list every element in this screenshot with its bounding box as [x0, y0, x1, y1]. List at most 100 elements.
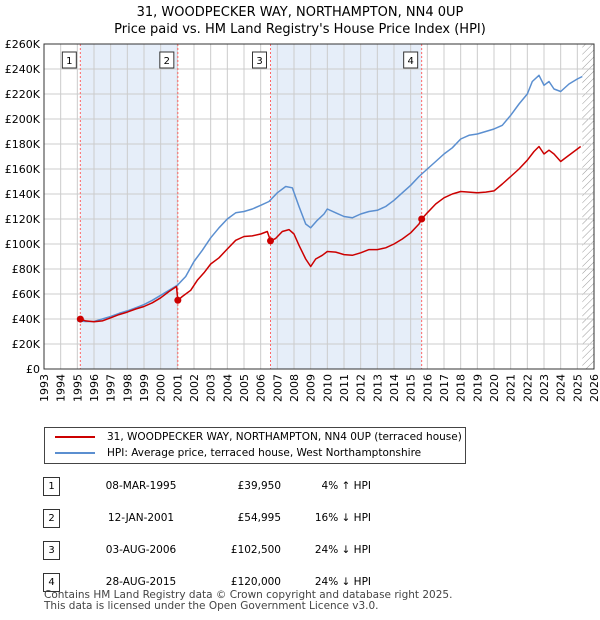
- x-tick-label: 2016: [421, 374, 434, 402]
- x-tick-label: 2002: [188, 374, 201, 402]
- footer-line2: This data is licensed under the Open Gov…: [44, 600, 379, 612]
- x-tick-label: 2001: [171, 374, 184, 402]
- price-chart: 1 2 3 4 £0 £20K £40K £60K £80K £100K £120K £140K £16…: [5, 38, 600, 402]
- legend-label-hpi: HPI: Average price, terraced house, West…: [107, 447, 422, 459]
- price-paid-line: [80, 145, 582, 323]
- ownership-shade: [270, 44, 422, 369]
- sale-price: £120,000: [230, 576, 281, 588]
- x-tick-label: 1996: [88, 374, 101, 402]
- x-tick-label: 2022: [521, 374, 534, 402]
- forecast-hatch: [582, 44, 594, 369]
- legend-label-price: 31, WOODPECKER WAY, NORTHAMPTON, NN4 0UP…: [107, 431, 462, 443]
- hpi-line: [77, 74, 583, 323]
- sale-hpi-diff: 24% ↓ HPI: [314, 576, 371, 588]
- sales-row: 2 12-JAN-2001 £54,995 16% ↓ HPI: [40, 502, 371, 534]
- sales-table: 1 08-MAR-1995 £39,950 4% ↑ HPI 2 12-JAN-…: [40, 470, 371, 598]
- x-tick-label: 2015: [405, 374, 418, 402]
- x-tick-label: 1998: [121, 374, 134, 402]
- sale-number-badge: 3: [43, 540, 60, 560]
- sale-number-badge: 4: [43, 572, 60, 592]
- x-tick-label: 2017: [438, 374, 451, 402]
- y-tick-label: £120K: [5, 213, 41, 226]
- y-tick-label: £60K: [12, 288, 41, 301]
- legend-swatch-hpi: [55, 452, 95, 454]
- x-tick-label: 2026: [588, 374, 600, 402]
- sale-point: [174, 296, 182, 304]
- x-tick-label: 1993: [38, 374, 51, 402]
- x-tick-label: 1997: [105, 374, 118, 402]
- chart-title-line2: Price paid vs. HM Land Registry's House …: [114, 22, 486, 37]
- legend-item-price: 31, WOODPECKER WAY, NORTHAMPTON, NN4 0UP…: [55, 429, 462, 445]
- x-tick-label: 2025: [571, 374, 584, 402]
- x-tick-label: 2003: [205, 374, 218, 402]
- y-tick-label: £200K: [5, 113, 41, 126]
- sale-label: 3: [256, 56, 262, 67]
- sale-number-badge: 2: [43, 508, 60, 528]
- sale-hpi-diff: 16% ↓ HPI: [314, 512, 371, 524]
- legend: 31, WOODPECKER WAY, NORTHAMPTON, NN4 0UP…: [44, 427, 466, 464]
- x-tick-label: 2014: [388, 374, 401, 402]
- sale-date: 28-AUG-2015: [105, 576, 177, 588]
- ownership-shade: [80, 44, 178, 369]
- y-tick-label: £160K: [5, 163, 41, 176]
- x-tick-label: 1994: [55, 374, 68, 402]
- x-tick-label: 1999: [138, 374, 151, 402]
- x-tick-label: 2009: [305, 374, 318, 402]
- sale-label: 1: [66, 56, 72, 67]
- sales-row: 4 28-AUG-2015 £120,000 24% ↓ HPI: [40, 566, 371, 598]
- x-tick-label: 2010: [321, 374, 334, 402]
- sale-label-box: [252, 51, 267, 69]
- sale-label: 4: [407, 56, 413, 67]
- sale-label: 2: [164, 56, 170, 67]
- sale-label-box: [159, 51, 175, 69]
- y-tick-label: £240K: [5, 63, 41, 76]
- y-tick-label: £140K: [5, 188, 41, 201]
- x-tick-label: 2018: [455, 374, 468, 402]
- sale-number-badge: 1: [43, 476, 60, 496]
- x-tick-label: 2024: [555, 374, 568, 402]
- y-tick-label: £180K: [5, 138, 41, 151]
- y-tick-label: £20K: [12, 338, 41, 351]
- x-tick-label: 2000: [155, 374, 168, 402]
- sale-date: 08-MAR-1995: [105, 480, 177, 492]
- x-tick-label: 1995: [71, 374, 84, 402]
- x-tick-label: 2006: [255, 374, 268, 402]
- x-tick-label: 2020: [488, 374, 501, 402]
- legend-item-hpi: HPI: Average price, terraced house, West…: [55, 445, 421, 461]
- x-tick-label: 2011: [338, 374, 351, 402]
- x-tick-label: 2021: [505, 374, 518, 402]
- sales-row: 3 03-AUG-2006 £102,500 24% ↓ HPI: [40, 534, 371, 566]
- y-tick-label: £40K: [12, 313, 41, 326]
- sales-row: 1 08-MAR-1995 £39,950 4% ↑ HPI: [40, 470, 371, 502]
- footer-line1: Contains HM Land Registry data © Crown c…: [44, 589, 453, 601]
- y-tick-label: £260K: [5, 38, 41, 51]
- x-tick-label: 2012: [355, 374, 368, 402]
- x-tick-label: 2008: [288, 374, 301, 402]
- y-tick-label: £0: [26, 363, 40, 376]
- footer: Contains HM Land Registry data © Crown c…: [44, 590, 452, 612]
- x-tick-label: 2019: [471, 374, 484, 402]
- sale-hpi-diff: 24% ↓ HPI: [314, 544, 371, 556]
- x-tick-label: 2023: [538, 374, 551, 402]
- sale-label-box: [61, 51, 77, 69]
- x-tick-label: 2007: [271, 374, 284, 402]
- sale-point: [76, 315, 84, 323]
- sale-label-box: [403, 51, 419, 69]
- sale-hpi-diff: 4% ↑ HPI: [321, 480, 371, 492]
- sale-price: £39,950: [237, 480, 281, 492]
- plot-frame: [43, 43, 595, 370]
- x-tick-label: 2013: [371, 374, 384, 402]
- sale-date: 12-JAN-2001: [107, 512, 175, 524]
- sale-price: £102,500: [230, 544, 281, 556]
- sale-point: [418, 215, 426, 223]
- sale-date: 03-AUG-2006: [105, 544, 177, 556]
- y-tick-label: £100K: [5, 238, 41, 251]
- chart-title: 31, WOODPECKER WAY, NORTHAMPTON, NN4 0UP…: [0, 4, 600, 38]
- y-tick-label: £220K: [5, 88, 41, 101]
- x-tick-label: 2005: [238, 374, 251, 402]
- sale-price: £54,995: [237, 512, 281, 524]
- sale-point: [267, 237, 274, 245]
- chart-title-line1: 31, WOODPECKER WAY, NORTHAMPTON, NN4 0UP: [136, 5, 464, 20]
- legend-swatch-price: [55, 436, 95, 438]
- x-tick-label: 2004: [221, 374, 234, 402]
